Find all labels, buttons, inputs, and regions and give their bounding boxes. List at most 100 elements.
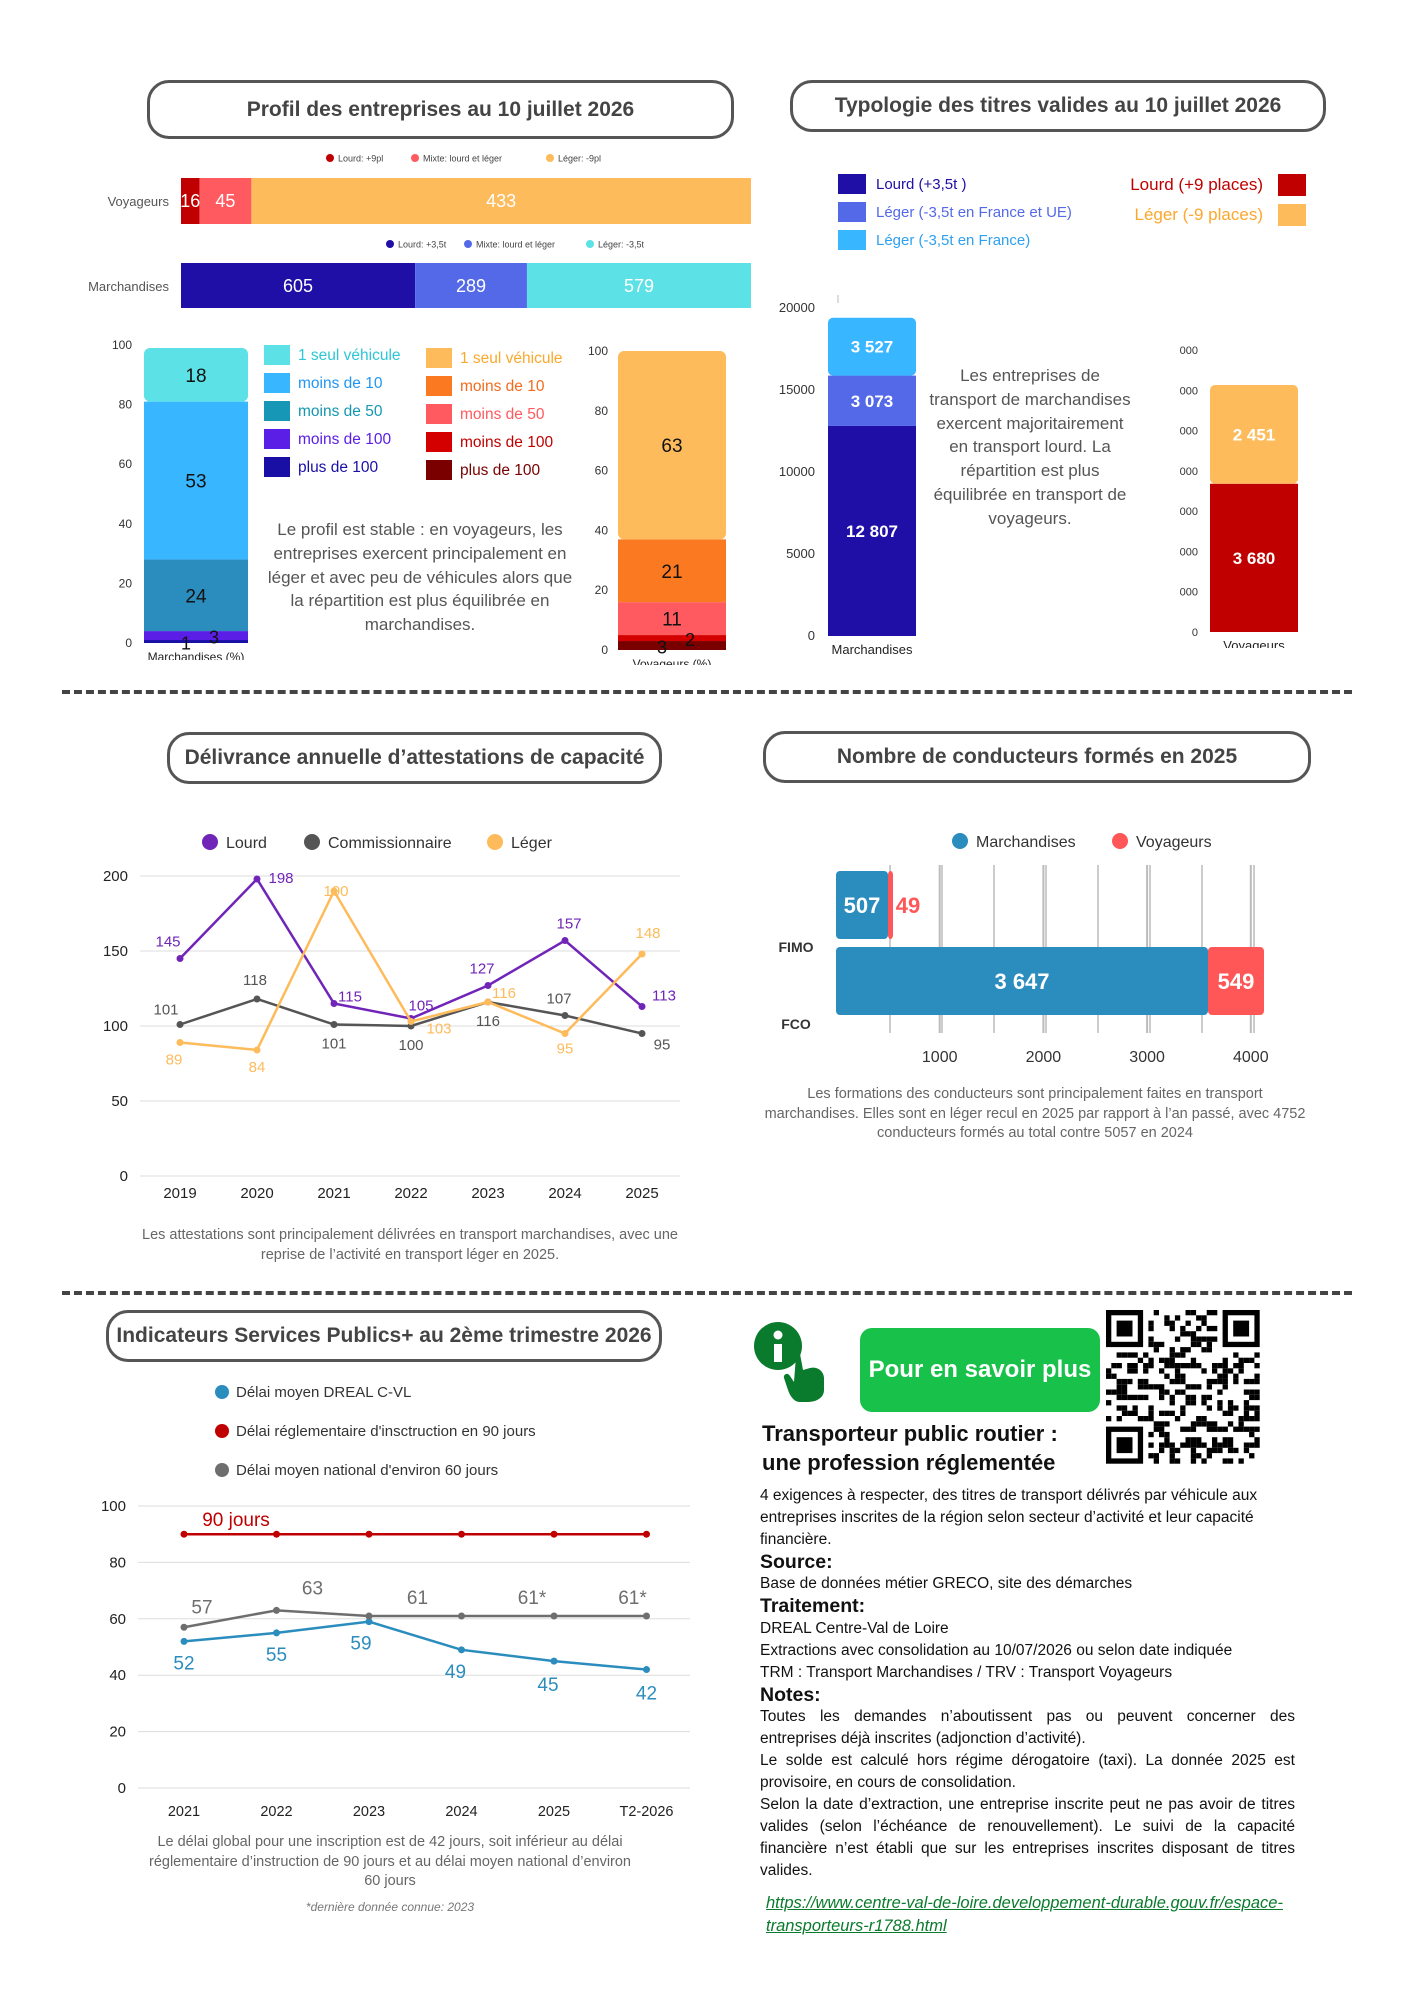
qr-module bbox=[1233, 1447, 1239, 1454]
qr-module bbox=[1116, 1394, 1122, 1401]
bar-segment bbox=[181, 178, 200, 224]
qr-module bbox=[1227, 1421, 1234, 1427]
y-tick-label: 100 bbox=[112, 338, 132, 352]
qr-module bbox=[1206, 1310, 1212, 1316]
bar-segment bbox=[144, 640, 248, 643]
legend-label: Mixte: lourd et léger bbox=[423, 154, 502, 164]
section3-title: Délivrance annuelle d’attestations de ca… bbox=[167, 732, 662, 784]
qr-module bbox=[1227, 1437, 1234, 1443]
x-tick-label: 2025 bbox=[625, 1185, 658, 1202]
data-point bbox=[180, 1530, 188, 1538]
profil-march-chart: 0 20 40 60 80 100 1 3 24 53 18 Marchandises (%) bbox=[112, 338, 248, 660]
qr-module bbox=[1185, 1347, 1191, 1353]
legend-label: moins de 10 bbox=[298, 375, 383, 392]
legend-dot bbox=[386, 240, 394, 248]
qr-module bbox=[1190, 1341, 1197, 1348]
qr-code-icon[interactable] bbox=[1106, 1310, 1266, 1470]
qr-module bbox=[1169, 1442, 1175, 1448]
qr-module bbox=[1185, 1394, 1191, 1401]
data-point bbox=[365, 1618, 373, 1626]
qr-module bbox=[1185, 1363, 1191, 1369]
data-label: 95 bbox=[654, 1037, 671, 1054]
qr-module bbox=[1111, 1373, 1117, 1379]
legend-label: Léger bbox=[511, 835, 553, 852]
qr-module bbox=[1217, 1447, 1223, 1454]
qr-module bbox=[1159, 1426, 1165, 1432]
qr-finder bbox=[1116, 1320, 1133, 1337]
y-tick-label: 2000 bbox=[1180, 546, 1198, 558]
qr-module bbox=[1190, 1394, 1197, 1401]
y-tick-label: 10000 bbox=[779, 464, 815, 479]
legend-swatch bbox=[264, 401, 290, 421]
y-tick-label: 40 bbox=[119, 517, 133, 531]
data-label: 21 bbox=[661, 562, 682, 583]
legend-swatch bbox=[426, 348, 452, 368]
bar-segment bbox=[618, 635, 726, 642]
qr-module bbox=[1137, 1394, 1144, 1401]
qr-module bbox=[1238, 1426, 1244, 1432]
data-point bbox=[458, 1530, 465, 1538]
data-label: 61* bbox=[518, 1588, 547, 1609]
data-label: 549 bbox=[1218, 969, 1255, 994]
bar-segment bbox=[144, 559, 248, 632]
qr-module bbox=[1169, 1410, 1175, 1416]
qr-module bbox=[1153, 1384, 1159, 1390]
bar-segment bbox=[144, 631, 248, 641]
legend-label: Léger (-3,5t en France) bbox=[876, 232, 1030, 249]
qr-module bbox=[1227, 1405, 1234, 1411]
qr-module bbox=[1169, 1378, 1175, 1385]
qr-module bbox=[1174, 1389, 1181, 1395]
qr-module bbox=[1254, 1442, 1260, 1448]
qr-module bbox=[1249, 1431, 1255, 1438]
qr-module bbox=[1243, 1442, 1250, 1448]
qr-module bbox=[1148, 1325, 1154, 1332]
qr-module bbox=[1233, 1405, 1239, 1411]
qr-module bbox=[1212, 1368, 1218, 1374]
data-label: 24 bbox=[185, 586, 207, 607]
qr-module bbox=[1121, 1405, 1128, 1411]
legend-dot bbox=[215, 1424, 229, 1438]
qr-module bbox=[1206, 1394, 1212, 1401]
qr-module bbox=[1222, 1373, 1228, 1379]
qr-module bbox=[1148, 1416, 1154, 1422]
qr-module bbox=[1132, 1394, 1138, 1401]
qr-module bbox=[1254, 1373, 1260, 1379]
qr-module bbox=[1174, 1447, 1181, 1454]
data-label: 49 bbox=[445, 1662, 466, 1683]
x-tick-label: 2021 bbox=[317, 1185, 350, 1202]
learn-more-button[interactable]: Pour en savoir plus bbox=[860, 1328, 1100, 1412]
x-tick-label: 2023 bbox=[471, 1185, 504, 1202]
legend-swatch bbox=[426, 460, 452, 480]
website-link[interactable]: https://www.centre-val-de-loire.developp… bbox=[766, 1894, 1283, 1936]
data-label: 12 807 bbox=[846, 522, 898, 541]
section5-footnote: *dernière donnée connue: 2023 bbox=[305, 1900, 475, 1914]
qr-module bbox=[1227, 1447, 1234, 1454]
qr-module bbox=[1212, 1421, 1218, 1427]
legend-dot bbox=[586, 240, 594, 248]
legend-swatch bbox=[426, 404, 452, 424]
qr-module bbox=[1143, 1416, 1149, 1422]
qr-module bbox=[1121, 1410, 1128, 1416]
qr-module bbox=[1159, 1394, 1165, 1401]
bar-segment bbox=[251, 178, 751, 224]
data-point bbox=[458, 1646, 465, 1654]
qr-module bbox=[1196, 1325, 1202, 1332]
y-tick-label: 60 bbox=[595, 464, 609, 478]
data-label: 95 bbox=[557, 1041, 574, 1058]
legend-label: Voyageurs bbox=[1136, 834, 1212, 851]
data-point bbox=[176, 1021, 184, 1028]
qr-module bbox=[1164, 1437, 1170, 1443]
qr-module bbox=[1190, 1400, 1197, 1406]
data-label: 61* bbox=[618, 1588, 647, 1609]
qr-module bbox=[1212, 1442, 1218, 1448]
qr-module bbox=[1159, 1431, 1165, 1438]
data-label: 605 bbox=[283, 276, 313, 296]
legend-swatch bbox=[1278, 174, 1306, 196]
qr-module bbox=[1254, 1416, 1260, 1422]
data-point bbox=[273, 1606, 280, 1614]
info-intro: 4 exigences à respecter, des titres de t… bbox=[760, 1487, 1258, 1548]
profession-title: Transporteur public routier : une profes… bbox=[762, 1421, 1058, 1475]
data-point bbox=[176, 1039, 184, 1046]
qr-module bbox=[1116, 1405, 1122, 1411]
qr-module bbox=[1243, 1357, 1250, 1363]
